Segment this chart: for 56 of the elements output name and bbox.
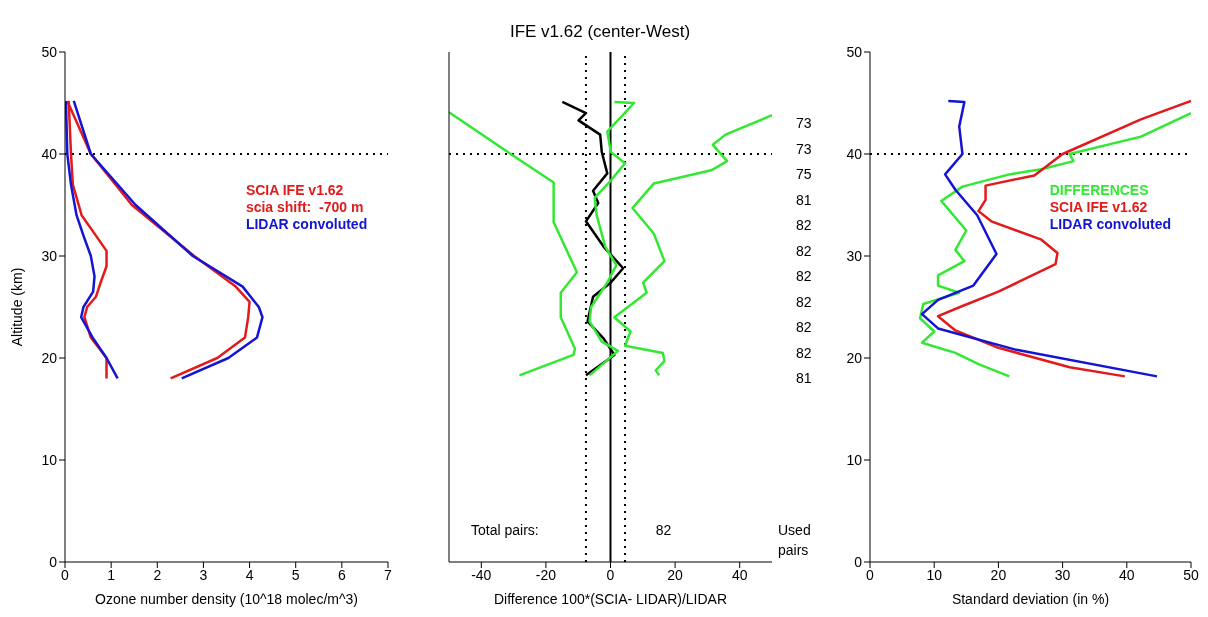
y-tick-label: 10	[846, 451, 863, 468]
y-tick-label: 0	[854, 553, 863, 570]
x-tick-label: 7	[384, 566, 393, 583]
x-axis-title: Ozone number density (10^18 molec/m^3)	[95, 591, 358, 607]
text: 81	[796, 190, 812, 210]
x-tick-label: -20	[535, 566, 557, 583]
text: 82	[796, 216, 812, 236]
y-tick-label: 20	[41, 349, 58, 366]
x-tick-label: 10	[926, 566, 943, 583]
series-label: SCIA IFE v1.62	[1049, 199, 1149, 217]
x-tick-label: 4	[245, 566, 254, 583]
annotation: Total pairs:	[471, 521, 539, 540]
x-tick-label: 6	[337, 566, 346, 583]
y-tick-label: 30	[846, 247, 863, 264]
y-tick-label: 30	[41, 247, 58, 264]
series-label: DIFFERENCES	[1049, 182, 1150, 200]
y-tick-label: 50	[846, 43, 863, 60]
y-tick-label: 50	[41, 43, 58, 60]
x-tick-label: 1	[107, 566, 116, 583]
x-tick-label: -40	[471, 566, 492, 583]
y-tick-label: 10	[41, 451, 58, 468]
annotation: 82	[655, 521, 672, 540]
text: 82	[796, 292, 812, 312]
y-tick-label: 20	[846, 349, 863, 366]
chart-title: IFE v1.62 (center-West)	[509, 22, 691, 41]
text: 82	[796, 343, 812, 363]
text: 73	[796, 114, 812, 134]
text: 82	[796, 267, 812, 287]
y-tick-label: 40	[846, 145, 863, 162]
text: LIDAR convoluted	[245, 216, 368, 234]
x-tick-label: 2	[153, 566, 162, 583]
x-tick-label: 50	[1183, 566, 1199, 583]
annotation: scia shift: -700 m	[245, 199, 365, 217]
text: Used pairs	[778, 521, 812, 560]
text: 81	[796, 369, 812, 389]
x-tick-label: 20	[990, 566, 1007, 583]
text: 82	[796, 241, 812, 261]
text: 82	[796, 318, 812, 338]
text: 73	[796, 139, 812, 159]
x-tick-label: 40	[1119, 566, 1135, 583]
x-tick-label: 0	[866, 566, 875, 583]
x-tick-label: 5	[291, 566, 300, 583]
x-tick-label: 0	[61, 566, 70, 583]
x-axis-title: Standard deviation (in %)	[951, 591, 1110, 607]
x-axis-title: Difference 100*(SCIA- LIDAR)/LIDAR	[493, 591, 728, 607]
x-tick-label: 0	[606, 566, 615, 583]
text: LIDAR convoluted	[1049, 216, 1172, 234]
x-tick-label: 30	[1054, 566, 1071, 583]
y-axis-title: Altitude (km)	[8, 267, 25, 347]
text: 75	[796, 165, 812, 185]
x-tick-label: 40	[731, 566, 748, 583]
x-tick-label: 3	[199, 566, 208, 583]
text: SCIA IFE v1.62	[245, 182, 345, 200]
y-tick-label: 0	[49, 553, 58, 570]
x-tick-label: 20	[667, 566, 684, 583]
y-tick-label: 40	[41, 145, 58, 162]
